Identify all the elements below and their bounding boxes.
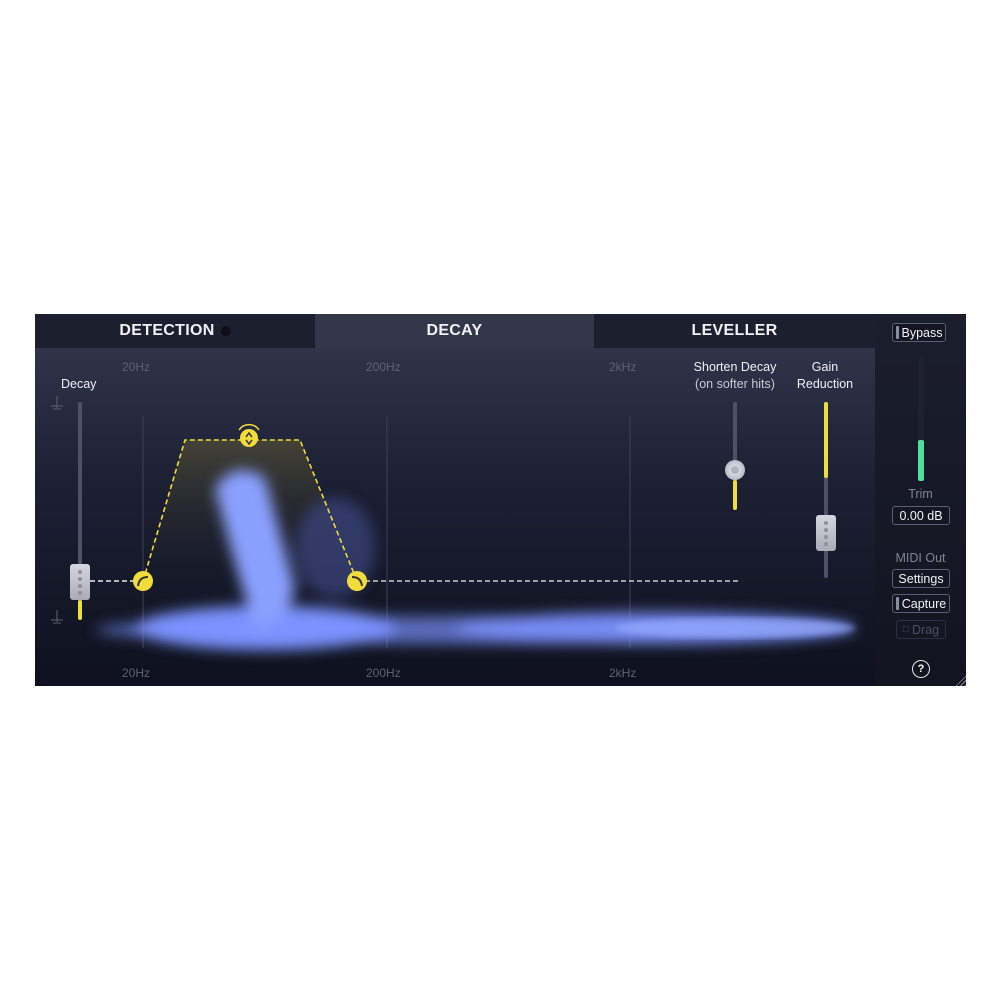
- capture-button[interactable]: Capture: [892, 594, 950, 613]
- spectrum-graph[interactable]: [35, 348, 875, 686]
- gain-reduction-thumb[interactable]: [816, 515, 836, 551]
- freq-label-2khz-top: 2kHz: [609, 360, 637, 374]
- tab-decay-label: DECAY: [426, 322, 483, 339]
- shorten-decay-label: Shorten Decay: [693, 360, 777, 374]
- bypass-indicator: [895, 326, 899, 339]
- detection-status-dot: [220, 326, 231, 336]
- tab-decay[interactable]: DECAY: [315, 314, 594, 348]
- drag-button[interactable]: □ Drag: [896, 620, 946, 639]
- shorten-decay-fill: [733, 480, 737, 510]
- band-height-handle[interactable]: [238, 423, 260, 447]
- gain-reduction-track[interactable]: [824, 402, 828, 578]
- tab-leveller-label: LEVELLER: [691, 322, 778, 339]
- gain-reduction-label-2: Reduction: [796, 377, 854, 391]
- capture-indicator: [895, 597, 899, 610]
- decay-display[interactable]: 20Hz 200Hz 2kHz 20Hz 200Hz 2kHz Decay Sh…: [35, 348, 875, 686]
- gain-reduction-label-1: Gain: [811, 360, 839, 374]
- trim-label: Trim: [908, 487, 933, 501]
- freq-label-200hz-bottom: 200Hz: [366, 666, 401, 680]
- capture-label: Capture: [901, 596, 947, 611]
- decay-slider-track[interactable]: [78, 402, 82, 620]
- max-decay-icon: [51, 396, 63, 410]
- tab-leveller[interactable]: LEVELLER: [594, 314, 875, 348]
- file-icon: □: [902, 624, 909, 635]
- gain-reduction-meter: [824, 402, 828, 478]
- trim-value-field[interactable]: 0.00 dB: [892, 506, 950, 525]
- help-button[interactable]: ?: [912, 660, 930, 678]
- shorten-decay-knob[interactable]: [725, 460, 745, 480]
- low-cut-handle[interactable]: [133, 571, 153, 591]
- decay-slider-thumb[interactable]: [70, 564, 90, 600]
- resize-handle[interactable]: [953, 673, 966, 686]
- freq-label-20hz-bottom: 20Hz: [122, 666, 151, 680]
- decay-label: Decay: [61, 377, 97, 391]
- shorten-decay-sublabel: (on softer hits): [695, 377, 775, 391]
- drag-label: Drag: [911, 622, 940, 637]
- right-panel: Bypass Trim 0.00 dB MIDI Out Settings Ca…: [875, 314, 966, 686]
- plugin-window: 20Hz 200Hz 2kHz 20Hz 200Hz 2kHz Decay Sh…: [35, 314, 966, 686]
- high-cut-handle[interactable]: [347, 571, 367, 591]
- min-decay-icon: [51, 610, 63, 624]
- bypass-label: Bypass: [901, 325, 943, 340]
- bypass-button[interactable]: Bypass: [892, 323, 946, 342]
- freq-label-20hz-top: 20Hz: [122, 360, 151, 374]
- midi-out-label: MIDI Out: [895, 551, 946, 565]
- trim-meter[interactable]: [918, 356, 924, 481]
- freq-label-200hz-top: 200Hz: [366, 360, 401, 374]
- tab-detection-label: DETECTION: [119, 322, 215, 339]
- decay-slider-fill: [78, 600, 82, 620]
- midi-settings-button[interactable]: Settings: [892, 569, 950, 588]
- trim-meter-level: [918, 440, 924, 481]
- shorten-decay-track[interactable]: [733, 402, 737, 510]
- freq-label-2khz-bottom: 2kHz: [609, 666, 637, 680]
- tab-detection[interactable]: DETECTION: [35, 314, 315, 348]
